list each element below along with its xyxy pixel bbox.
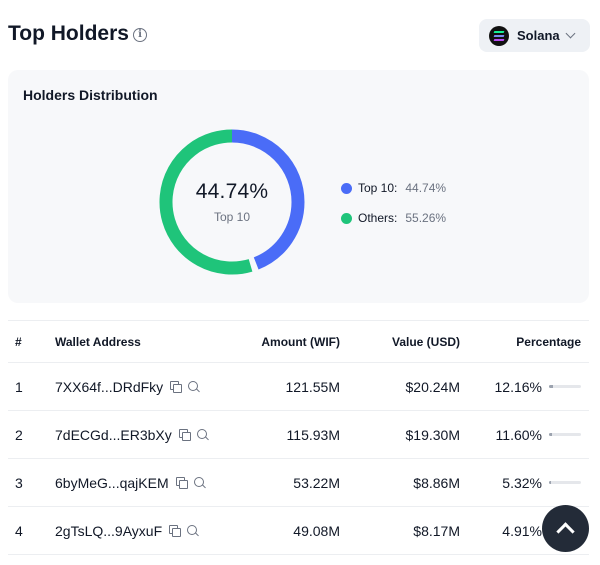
search-icon[interactable]	[187, 524, 199, 537]
row-amount: 121.55M	[285, 378, 340, 395]
percentage-bar-fill	[549, 385, 553, 388]
legend-item-others: Others: 55.26%	[341, 210, 446, 226]
legend-dot-top10	[341, 182, 352, 194]
row-value: $8.17M	[413, 522, 460, 539]
search-icon[interactable]	[193, 476, 206, 489]
percentage-bar-fill	[549, 433, 553, 436]
wallet-address-link[interactable]: 6byMeG...qajKEM	[55, 474, 169, 491]
holders-table: # Wallet Address Amount (WIF) Value (USD…	[8, 320, 589, 555]
distribution-title: Holders Distribution	[23, 87, 158, 103]
row-value: $20.24M	[405, 378, 460, 395]
info-icon[interactable]: i	[133, 28, 147, 42]
table-row: 4 2gTsLQ...9AyxuF 49.08M $8.17M 4.91%	[8, 507, 589, 555]
page-title: Top Holders	[8, 22, 129, 45]
solana-logo-icon	[489, 25, 509, 46]
row-value: $19.30M	[405, 426, 460, 443]
copy-icon[interactable]	[169, 525, 182, 537]
search-icon[interactable]	[196, 428, 209, 441]
row-percentage: 11.60%	[496, 411, 581, 458]
search-icon[interactable]	[188, 380, 200, 393]
wallet-address-link[interactable]: 7XX64f...DRdFky	[55, 378, 164, 395]
percentage-text: 11.60%	[495, 426, 542, 443]
legend-value: 55.26%	[405, 211, 447, 225]
donut-center: 44.74% Top 10	[158, 128, 306, 276]
wallet-address-link[interactable]: 7dECGd...ER3bXy	[55, 426, 172, 443]
row-rank: 4	[15, 522, 23, 539]
table-row: 2 7dECGd...ER3bXy 115.93M $19.30M 11.60%	[8, 411, 589, 459]
header-amount: Amount (WIF)	[261, 334, 340, 349]
percentage-text: 4.91%	[502, 522, 542, 539]
row-rank: 2	[15, 426, 23, 443]
row-amount: 115.93M	[286, 426, 340, 443]
percentage-bar	[549, 385, 581, 388]
wallet-address-link[interactable]: 2gTsLQ...9AyxuF	[55, 522, 163, 539]
table-row: 3 6byMeG...qajKEM 53.22M $8.86M 5.32%	[8, 459, 589, 507]
row-wallet: 6byMeG...qajKEM	[55, 459, 206, 506]
table-row: 1 7XX64f...DRdFky 121.55M $20.24M 12.16%	[8, 363, 589, 411]
chain-label: Solana	[517, 28, 560, 43]
legend-dot-others	[341, 212, 352, 224]
scroll-to-top-button[interactable]	[542, 505, 589, 552]
chain-selector[interactable]: Solana	[479, 19, 590, 52]
table-header: # Wallet Address Amount (WIF) Value (USD…	[8, 320, 589, 363]
header: Top Holders i Solana	[8, 18, 590, 52]
donut-others-segment	[159, 129, 305, 275]
copy-icon[interactable]	[178, 429, 191, 441]
holders-distribution-card: Holders Distribution 44.74% Top 10 Top 1…	[8, 70, 589, 303]
percentage-text: 5.32%	[502, 474, 542, 491]
row-wallet: 2gTsLQ...9AyxuF	[55, 507, 199, 554]
row-amount: 49.08M	[293, 522, 340, 539]
legend-label: Top 10:	[358, 181, 398, 195]
row-rank: 1	[15, 378, 23, 395]
legend-label: Others:	[358, 211, 398, 225]
percentage-bar-fill	[549, 481, 551, 484]
row-amount: 53.22M	[293, 474, 340, 491]
copy-icon[interactable]	[170, 381, 183, 393]
row-percentage: 5.32%	[502, 459, 581, 506]
header-wallet: Wallet Address	[55, 334, 141, 349]
legend-item-top10: Top 10: 44.74%	[341, 180, 446, 196]
percentage-bar	[549, 433, 581, 436]
row-percentage: 12.16%	[495, 363, 581, 410]
percentage-bar	[549, 481, 581, 484]
header-rank: #	[15, 334, 22, 349]
chevron-up-icon	[556, 522, 575, 541]
legend: Top 10: 44.74% Others: 55.26%	[341, 180, 446, 240]
row-rank: 3	[15, 474, 23, 491]
donut-center-value: 44.74%	[195, 180, 269, 203]
row-wallet: 7XX64f...DRdFky	[55, 363, 200, 410]
header-percentage: Percentage	[516, 334, 581, 349]
legend-value: 44.74%	[405, 181, 447, 195]
copy-icon[interactable]	[175, 477, 188, 489]
donut-top10-segment	[159, 129, 305, 275]
row-wallet: 7dECGd...ER3bXy	[55, 411, 209, 458]
row-value: $8.86M	[413, 474, 460, 491]
header-value: Value (USD)	[391, 334, 460, 349]
chevron-down-icon	[565, 28, 576, 39]
percentage-text: 12.16%	[494, 378, 542, 395]
donut-chart	[159, 129, 305, 275]
donut-center-label: Top 10	[213, 210, 251, 224]
